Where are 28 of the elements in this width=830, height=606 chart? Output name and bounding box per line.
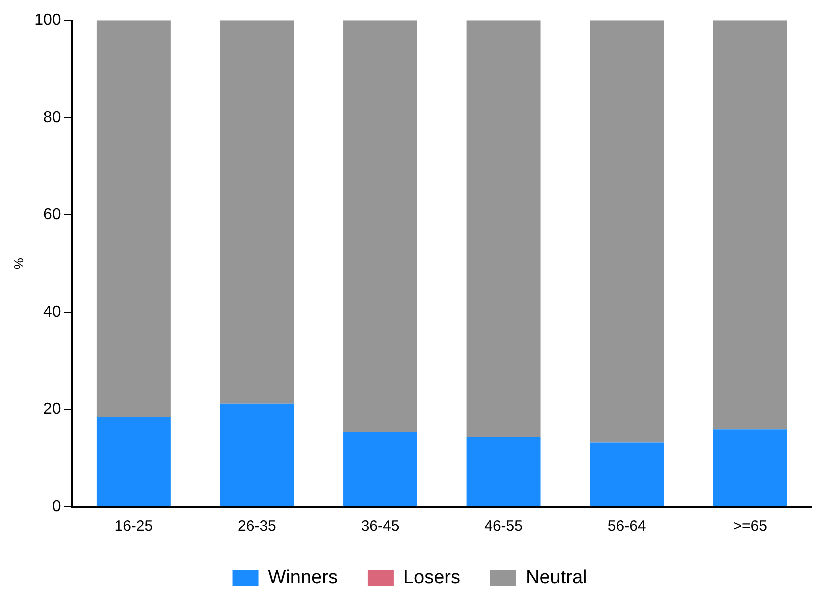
bar: [96, 20, 171, 418]
bar: [344, 432, 418, 506]
bar: [344, 20, 418, 432]
bar: [220, 20, 294, 404]
y-tick-label: 40: [44, 304, 62, 321]
x-tick-label: 36-45: [361, 518, 400, 536]
y-tick-label: 0: [52, 498, 62, 516]
bar: [713, 430, 788, 506]
x-tick-label: 46-55: [484, 518, 523, 536]
y-tick-label: 100: [34, 12, 62, 30]
x-tick-label: 56-64: [608, 518, 646, 536]
legend-label: Neutral: [526, 568, 588, 589]
bar: [466, 20, 541, 438]
bar: [713, 20, 788, 430]
x-tick-label: 26-35: [238, 518, 276, 536]
x-tick-label: >=65: [733, 518, 768, 536]
bar: [590, 442, 664, 506]
bar: [96, 417, 171, 506]
legend-label: Winners: [268, 568, 338, 589]
x-tick-label: 16-25: [114, 518, 154, 536]
bar: [220, 404, 294, 506]
y-tick-label: 20: [44, 401, 62, 418]
bar: [590, 20, 664, 443]
y-axis-title: %: [11, 258, 26, 270]
bar: [466, 437, 541, 506]
y-tick-label: 60: [44, 206, 62, 224]
legend-label: Losers: [403, 568, 460, 589]
y-tick-label: 80: [44, 109, 62, 126]
